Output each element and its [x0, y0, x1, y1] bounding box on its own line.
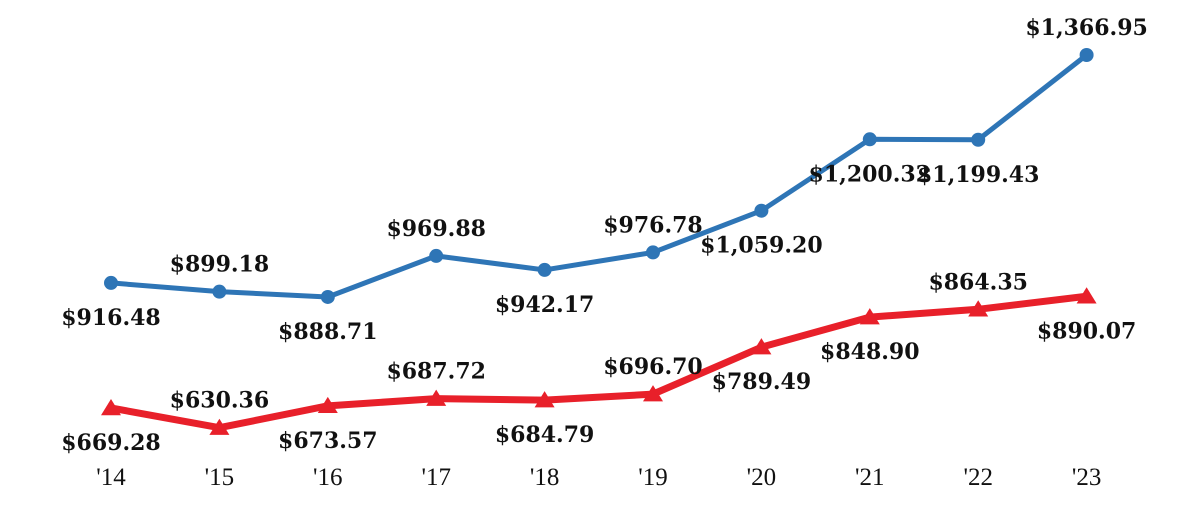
- series-layer: [101, 48, 1097, 435]
- x-axis: '14 '15 '16 '17 '18 '19 '20 '21 '22 '23: [96, 464, 1101, 491]
- triangle-marker: [751, 338, 772, 355]
- series-line: [107, 292, 1091, 432]
- x-tick-label: '14: [96, 464, 126, 491]
- circle-marker: [212, 284, 227, 299]
- x-tick-label: '18: [530, 464, 560, 491]
- circle-marker: [320, 289, 335, 304]
- data-label: $864.35: [928, 269, 1028, 295]
- triangle-marker: [317, 396, 338, 414]
- data-label: $673.57: [278, 428, 378, 454]
- series-line: [108, 52, 1090, 300]
- circle-marker: [971, 132, 986, 147]
- x-tick-label: '22: [963, 464, 993, 491]
- data-label: $890.07: [1037, 318, 1137, 344]
- series-1: [104, 48, 1094, 304]
- triangle-marker: [426, 389, 447, 406]
- data-label-layer: $916.48 $899.18 $888.71 $969.88 $942.17 $976.…: [61, 15, 1148, 456]
- circle-marker: [646, 245, 660, 260]
- data-label: $899.18: [170, 252, 270, 278]
- triangle-marker: [859, 308, 880, 325]
- data-label: $976.78: [603, 212, 703, 238]
- data-label: $1,059.20: [700, 233, 822, 259]
- triangle-marker: [968, 300, 989, 317]
- triangle-marker: [643, 385, 663, 402]
- x-tick-label: '17: [421, 464, 451, 491]
- x-tick-label: '21: [855, 464, 885, 491]
- data-label: $789.49: [712, 369, 812, 395]
- circle-marker: [429, 248, 444, 263]
- circle-marker: [1079, 48, 1094, 62]
- x-tick-label: '19: [638, 464, 668, 491]
- triangle-marker: [534, 391, 555, 408]
- triangle-marker: [1076, 287, 1097, 304]
- x-tick-label: '15: [205, 464, 235, 491]
- data-label: $687.72: [386, 359, 486, 385]
- data-label: $1,199.43: [917, 162, 1039, 188]
- data-label: $1,200.32: [809, 161, 931, 187]
- series-2: [101, 287, 1097, 435]
- data-label: $888.71: [278, 319, 378, 345]
- data-label: $669.28: [61, 430, 161, 456]
- x-tick-label: '20: [747, 464, 777, 491]
- data-label: $916.48: [61, 305, 161, 331]
- data-label: $696.70: [603, 354, 703, 380]
- data-label: $1,366.95: [1025, 15, 1147, 41]
- data-label: $630.36: [170, 388, 270, 414]
- circle-marker: [862, 132, 877, 147]
- data-label: $684.79: [495, 422, 595, 448]
- data-label: $969.88: [386, 216, 486, 242]
- x-tick-label: '16: [313, 464, 343, 491]
- data-label: $942.17: [495, 292, 595, 318]
- triangle-marker: [209, 418, 230, 435]
- data-label: $848.90: [820, 339, 920, 365]
- x-tick-label: '23: [1072, 464, 1102, 491]
- triangle-marker: [101, 399, 121, 416]
- circle-marker: [104, 275, 118, 290]
- circle-marker: [754, 203, 769, 218]
- circle-marker: [537, 262, 552, 277]
